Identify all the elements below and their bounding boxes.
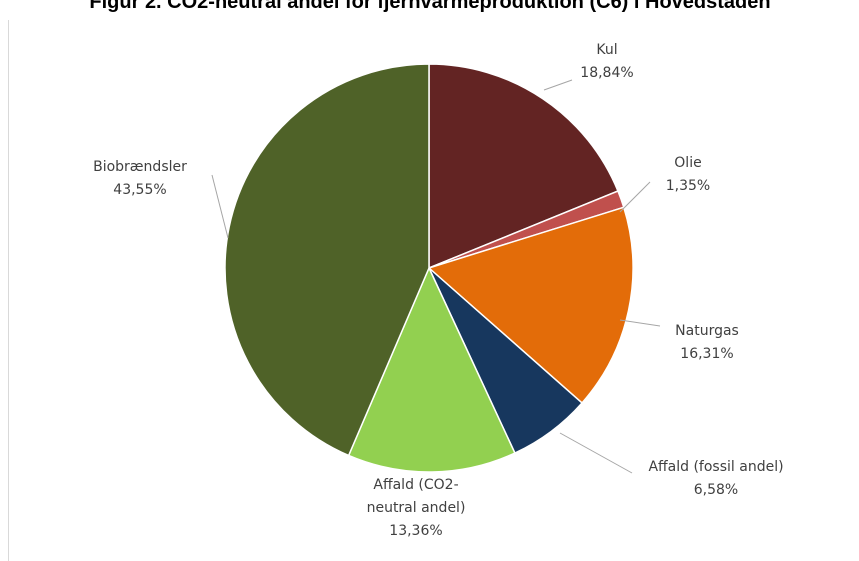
data-label-value-olie: 1,35% [666, 178, 710, 194]
data-label-value-kul: 18,84% [580, 65, 633, 81]
data-label-name-affald-co2-neutral-andel: neutral andel) [367, 500, 466, 516]
pie-slice-affald-co2-neutral-andel [347, 266, 516, 473]
data-label-name-kul: Kul [596, 42, 617, 58]
data-label-value-affald-fossil-andel: 6,58% [694, 482, 738, 498]
leader-line-naturgas [619, 319, 661, 327]
leader-line-biobr-ndsler [211, 174, 229, 239]
data-label-name-affald-fossil-andel: Affald (fossil andel) [648, 459, 783, 475]
pie-slice-biobr-ndsler [224, 63, 430, 457]
data-label-name-naturgas: Naturgas [675, 323, 739, 339]
leader-line-kul [543, 79, 573, 91]
pie-slice-kul [428, 63, 619, 270]
data-label-value-affald-co2-neutral-andel: 13,36% [389, 523, 442, 539]
pie-slice-naturgas [427, 206, 634, 404]
data-label-value-naturgas: 16,31% [680, 346, 733, 362]
data-label-name-olie: Olie [674, 155, 701, 171]
leader-line-olie [619, 181, 651, 213]
chart-area: Kul 18,84% Olie 1,35% Naturgas 16,31% Affald (… [0, 20, 859, 561]
data-label-name-biobr-ndsler: Biobrændsler [93, 159, 187, 175]
data-label-value-biobr-ndsler: 43,55% [113, 182, 166, 198]
chart-title: Figur 2. CO2-neutral andel for fjernvarm… [89, 0, 771, 13]
data-label-name-affald-co2-neutral-andel: Affald (CO2- [373, 477, 458, 493]
leader-line-affald-fossil-andel [559, 432, 633, 474]
pie-chart: Kul 18,84% Olie 1,35% Naturgas 16,31% Affald (… [8, 20, 784, 561]
